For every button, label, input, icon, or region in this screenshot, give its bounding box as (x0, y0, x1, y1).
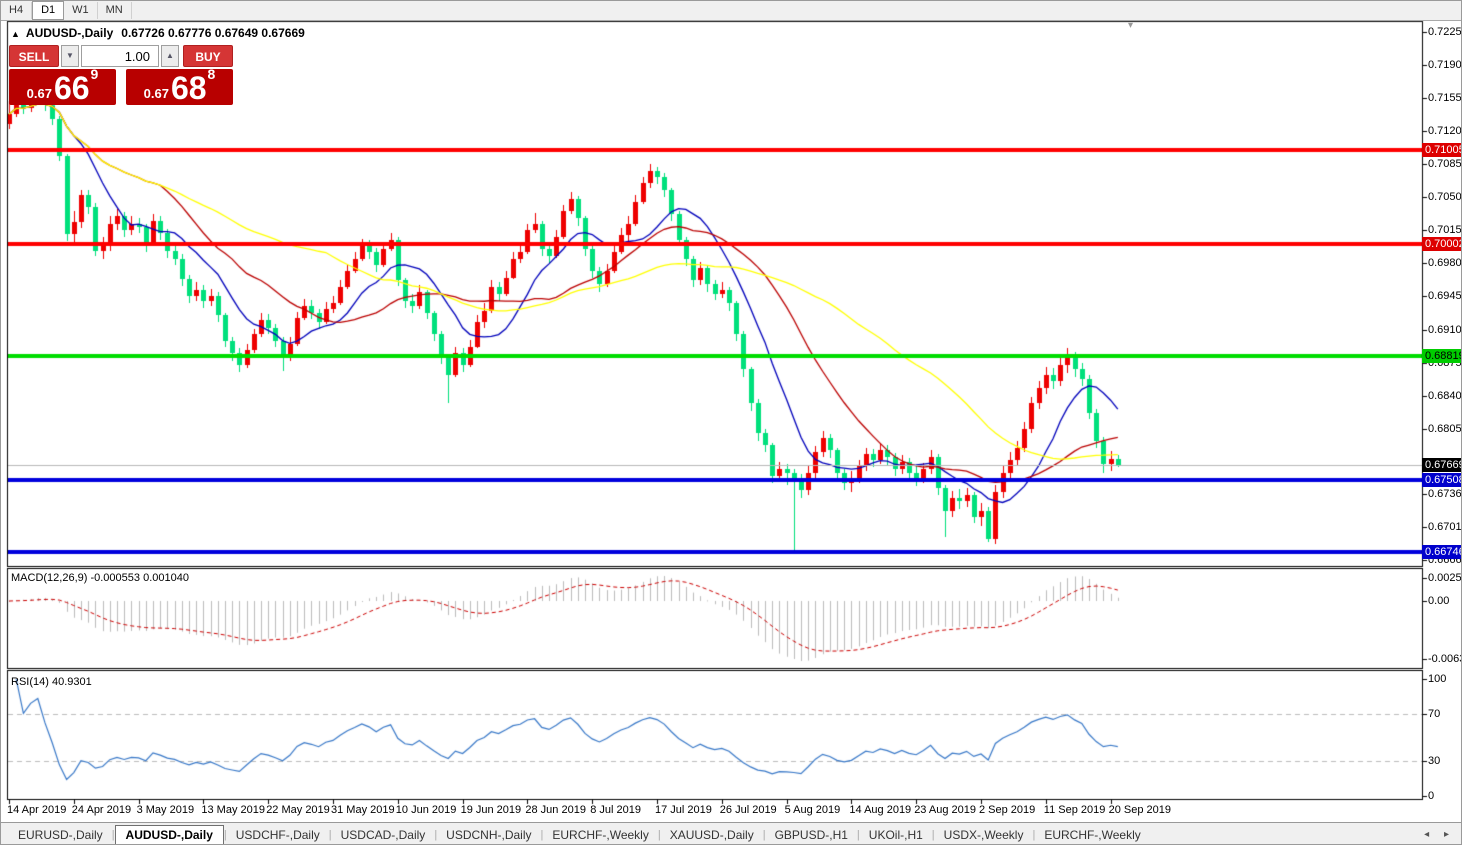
rsi-axis-label: 0 (1428, 790, 1435, 802)
date-axis-label: 24 Apr 2019 (71, 804, 132, 816)
tab-separator: | (856, 828, 860, 841)
chart-tab-bar: EURUSD-,Daily | AUDUSD-,Daily | USDCHF-,Dail… (1, 822, 1461, 844)
rsi-axis-label: 70 (1428, 708, 1441, 720)
chart-tab-usdx-weekly[interactable]: USDX-,Weekly (943, 827, 1024, 842)
price-tag: 0.66746 (1422, 544, 1461, 559)
macd-indicator-label: MACD(12,26,9) -0.000553 0.001040 (11, 572, 189, 584)
chart-tab-usdchf-daily[interactable]: USDCHF-,Daily (235, 827, 320, 842)
date-axis-label: 28 Jun 2019 (525, 804, 586, 816)
tab-separator: | (762, 828, 766, 841)
price-tag: 0.71005 (1422, 142, 1461, 157)
macd-axis-label: 0.00 (1428, 595, 1450, 607)
rsi-axis-label: 30 (1428, 755, 1441, 767)
chart-tab-usdcnh-daily[interactable]: USDCNH-,Daily (446, 827, 532, 842)
price-tag: 0.67669 (1422, 457, 1461, 472)
buy-price-pip: 8 (207, 66, 216, 82)
volume-increase-button[interactable]: ▲ (161, 45, 179, 67)
collapse-panel-icon[interactable]: ▲ (11, 29, 20, 39)
date-axis-label: 19 Jun 2019 (460, 804, 522, 816)
sell-price-prefix: 0.67 (26, 86, 52, 101)
buy-button[interactable]: BUY (183, 45, 233, 67)
chart-tab-eurchf-weekly[interactable]: EURCHF-,Weekly (1044, 827, 1141, 842)
date-axis-label: 11 Sep 2019 (1043, 804, 1106, 816)
chart-tab-usdcad-daily[interactable]: USDCAD-,Daily (340, 827, 426, 842)
date-axis-label: 2 Sep 2019 (979, 804, 1036, 816)
macd-axis-label: -0.006326 (1428, 653, 1461, 665)
tab-separator: | (223, 828, 227, 841)
tab-separator: | (657, 828, 661, 841)
chart-tab-eurchf-weekly[interactable]: EURCHF-,Weekly (552, 827, 649, 842)
one-click-trading-panel: SELL ▼ ▲ BUY 0.67 66 9 0.67 68 8 (9, 45, 233, 105)
date-axis-label: 13 May 2019 (201, 804, 265, 816)
chart-title: ▲ AUDUSD-,Daily 0.67726 0.67776 0.67649 0.… (11, 26, 305, 40)
chart-tab-ukoil-h1[interactable]: UKOil-,H1 (868, 827, 923, 842)
timeframe-button-mn[interactable]: MN (98, 2, 132, 19)
tab-separator: | (931, 828, 935, 841)
chart-tab-eurusd-daily[interactable]: EURUSD-,Daily (18, 827, 103, 842)
timeframe-button-d1[interactable]: D1 (32, 1, 65, 20)
buy-price-big: 68 (170, 70, 207, 106)
chart-shift-marker-icon[interactable]: ▾ (1128, 20, 1134, 31)
macd-axis-label: 0.002574 (1428, 572, 1462, 584)
date-axis-label: 3 May 2019 (136, 804, 195, 816)
tab-scroll-arrows[interactable]: ◂ ▸ (1424, 829, 1455, 840)
timeframe-toolbar: H4 D1 W1 MN (1, 1, 1461, 21)
rsi-axis-label: 100 (1428, 673, 1447, 685)
date-axis-label: 31 May 2019 (331, 804, 395, 816)
buy-price-prefix: 0.67 (143, 86, 169, 101)
price-tag: 0.70002 (1422, 237, 1461, 252)
rsi-indicator-label: RSI(14) 40.9301 (11, 676, 92, 688)
price-tag: 0.67508 (1422, 472, 1461, 487)
date-axis-label: 14 Aug 2019 (849, 804, 912, 816)
chart-tab-audusd-daily[interactable]: AUDUSD-,Daily (114, 824, 224, 844)
date-axis-label: 10 Jun 2019 (395, 804, 457, 816)
buy-price-panel[interactable]: 0.67 68 8 (126, 66, 233, 106)
sell-price-panel[interactable]: 0.67 66 9 (9, 66, 116, 106)
date-axis-label: 8 Jul 2019 (590, 804, 641, 816)
volume-input[interactable] (81, 45, 159, 67)
volume-decrease-button[interactable]: ▼ (61, 45, 79, 67)
chart-tab-gbpusd-h1[interactable]: GBPUSD-,H1 (774, 827, 848, 842)
sell-price-big: 66 (53, 70, 90, 106)
price-tag: 0.68819 (1422, 349, 1461, 364)
tab-separator: | (434, 828, 438, 841)
date-axis-label: 20 Sep 2019 (1108, 804, 1171, 816)
sell-button[interactable]: SELL (9, 45, 59, 67)
date-axis-label: 22 May 2019 (266, 804, 330, 816)
tab-separator: | (540, 828, 544, 841)
chart-ohlc-values: 0.67726 0.67776 0.67649 0.67669 (121, 26, 305, 40)
sell-price-pip: 9 (90, 66, 99, 82)
chart-tab-xauusd-daily[interactable]: XAUUSD-,Daily (669, 827, 754, 842)
tab-separator: | (111, 828, 115, 841)
timeframe-button-h4[interactable]: H4 (1, 2, 33, 19)
date-axis-label: 17 Jul 2019 (655, 804, 712, 816)
tab-separator: | (1032, 828, 1036, 841)
date-axis-label: 5 Aug 2019 (784, 804, 841, 816)
chart-symbol-label: AUDUSD-,Daily (25, 26, 114, 40)
date-axis-label: 23 Aug 2019 (914, 804, 976, 816)
timeframe-button-w1[interactable]: W1 (64, 2, 98, 19)
date-axis-label: 14 Apr 2019 (7, 804, 67, 816)
tab-separator: | (328, 828, 332, 841)
date-axis-label: 26 Jul 2019 (719, 804, 777, 816)
